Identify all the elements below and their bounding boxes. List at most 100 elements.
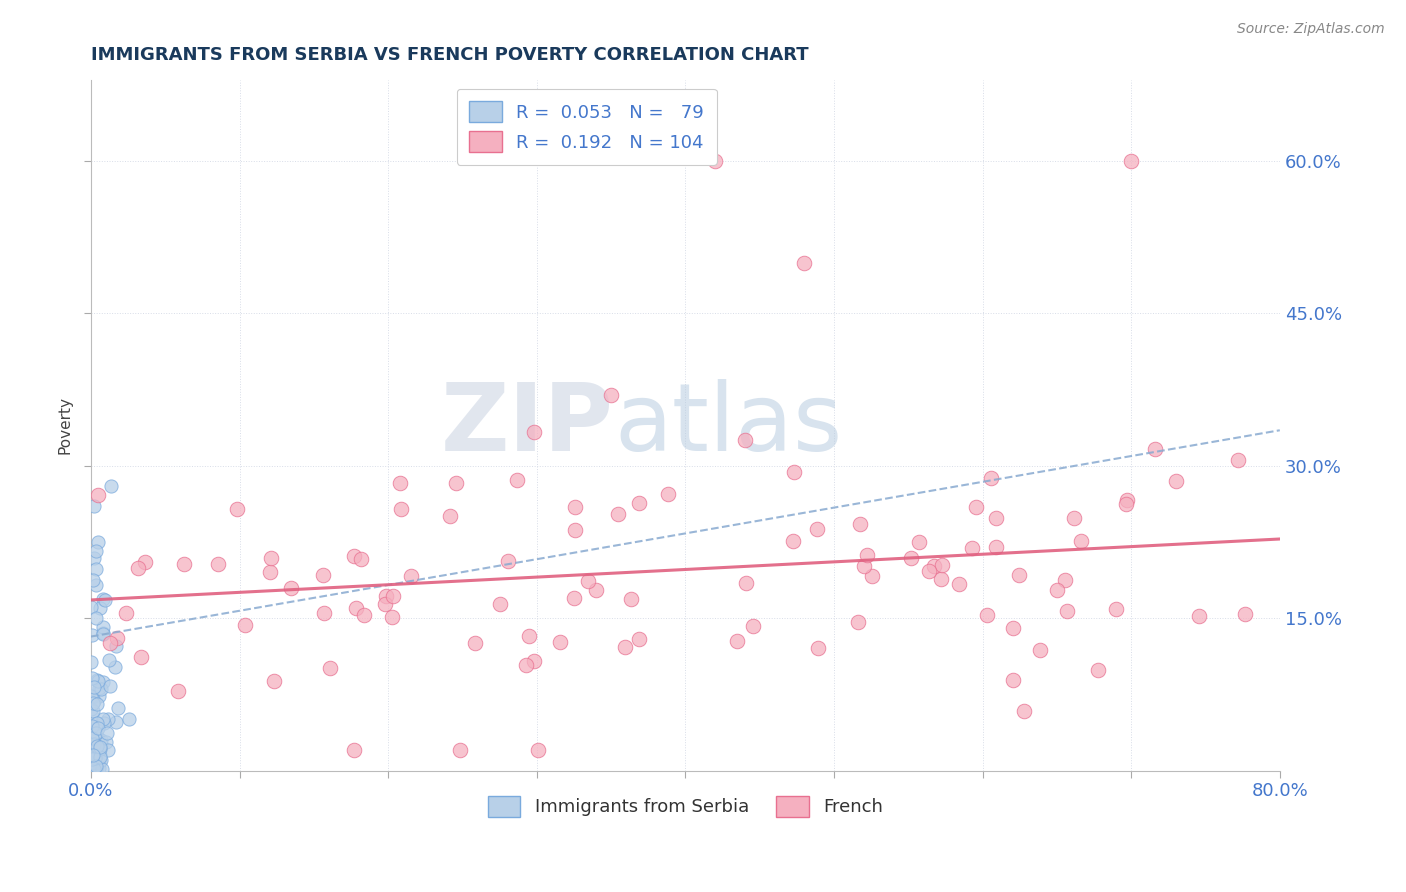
French [167,683,190,698]
French [444,476,467,491]
French [319,660,342,674]
French [353,607,375,622]
Immigrants from Serbia [90,732,112,747]
French [783,465,806,479]
French [1056,604,1078,618]
French [489,597,512,611]
French [741,619,763,633]
French [725,634,748,648]
Immigrants from Serbia [84,562,107,576]
Immigrants from Serbia [97,653,120,667]
Immigrants from Serbia [100,479,122,493]
Immigrants from Serbia [91,712,114,726]
French [439,509,461,524]
French [627,496,650,510]
French [929,572,952,586]
Immigrants from Serbia [89,748,111,763]
Immigrants from Serbia [82,573,104,587]
French [225,502,247,516]
French [1070,533,1092,548]
Immigrants from Serbia [107,701,129,715]
Immigrants from Serbia [80,751,103,765]
French [1116,493,1139,508]
French [1008,568,1031,582]
French [564,500,586,515]
French [314,607,336,621]
French [782,534,804,549]
French [793,255,815,269]
Immigrants from Serbia [89,681,111,695]
French [464,636,486,650]
Y-axis label: Poverty: Poverty [58,396,72,454]
Immigrants from Serbia [82,756,104,771]
French [1046,582,1069,597]
Text: atlas: atlas [614,379,842,471]
French [657,487,679,501]
French [233,618,256,632]
French [134,555,156,569]
French [1105,602,1128,616]
French [399,569,422,583]
Immigrants from Serbia [96,726,118,740]
Immigrants from Serbia [94,593,117,607]
Text: IMMIGRANTS FROM SERBIA VS FRENCH POVERTY CORRELATION CHART: IMMIGRANTS FROM SERBIA VS FRENCH POVERTY… [91,46,808,64]
Immigrants from Serbia [83,762,105,776]
French [564,523,586,537]
French [127,561,149,575]
French [922,558,945,573]
Immigrants from Serbia [80,689,103,703]
Immigrants from Serbia [80,599,103,614]
Immigrants from Serbia [82,671,104,685]
Immigrants from Serbia [83,737,105,751]
Immigrants from Serbia [104,639,127,653]
Immigrants from Serbia [83,550,105,565]
Immigrants from Serbia [80,627,103,641]
French [523,654,546,668]
Immigrants from Serbia [86,739,108,754]
French [381,609,404,624]
Immigrants from Serbia [83,500,105,514]
French [1002,621,1025,635]
French [374,597,396,611]
French [87,488,110,502]
Immigrants from Serbia [87,761,110,775]
French [627,632,650,647]
Immigrants from Serbia [84,759,107,773]
French [907,535,929,549]
French [562,591,585,606]
French [980,471,1002,485]
Immigrants from Serbia [91,675,114,690]
French [207,558,229,572]
Immigrants from Serbia [91,625,114,640]
Immigrants from Serbia [84,725,107,739]
French [1121,153,1143,168]
French [1188,609,1211,624]
Immigrants from Serbia [82,696,104,710]
Immigrants from Serbia [82,719,104,733]
Immigrants from Serbia [84,722,107,736]
French [343,743,366,757]
French [704,153,727,168]
Immigrants from Serbia [90,737,112,751]
French [806,522,828,536]
French [350,552,373,566]
French [312,567,335,582]
French [449,743,471,757]
French [1028,642,1050,657]
Immigrants from Serbia [89,749,111,764]
Immigrants from Serbia [87,689,110,703]
French [1012,704,1035,718]
Immigrants from Serbia [82,709,104,723]
French [375,590,398,604]
French [931,558,953,572]
Immigrants from Serbia [84,543,107,558]
Immigrants from Serbia [86,716,108,731]
French [735,576,758,591]
Immigrants from Serbia [82,704,104,718]
Immigrants from Serbia [96,734,118,748]
Immigrants from Serbia [90,753,112,767]
French [613,640,636,655]
Immigrants from Serbia [87,746,110,760]
Immigrants from Serbia [84,578,107,592]
French [107,631,129,645]
